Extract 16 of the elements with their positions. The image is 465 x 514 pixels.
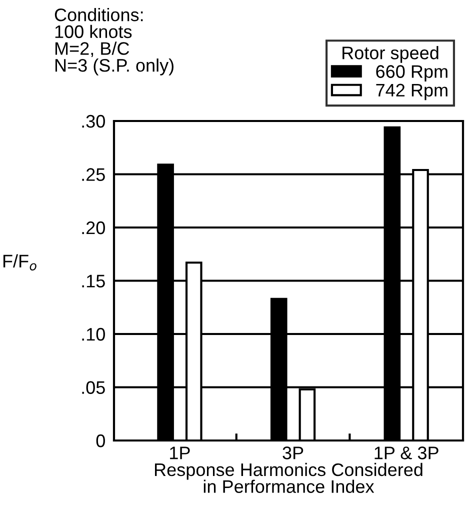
x-axis-title: Response Harmonics Considered in Performance Index [155,462,422,493]
x-tick-label: 1P & 3P [374,446,438,460]
y-tick-label: .25 [82,168,105,181]
y-tick-label: .15 [82,274,105,288]
y-tick-label: .05 [82,381,105,394]
legend-label: 660 Rpm [376,65,448,82]
y-tick-label: .10 [82,328,105,341]
y-tick-label: .20 [82,221,105,234]
y-axis-title: F/F$_{o}$ [3,254,36,270]
y-tick-label: .30 [82,114,105,128]
y-tick-label: 0 [96,434,105,448]
legend-title: Rotor speed [342,46,438,63]
text: Conditions: 100 knots M=2, B/C N=3 (S.P. only) [54,8,174,76]
x-tick-label: 3P [282,446,304,460]
legend-label: 742 Rpm [376,84,448,100]
x-tick-label: 1P [170,446,190,460]
